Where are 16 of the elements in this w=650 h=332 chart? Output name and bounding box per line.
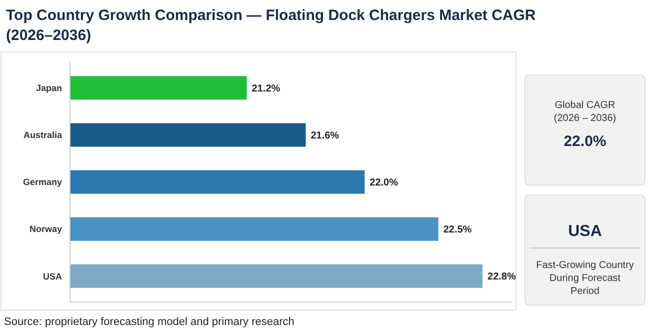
text: 22.0% [564,133,606,150]
source-note: Source: proprietary forecasting model and primary research [4,316,294,328]
y-tick-label: Japan [36,83,62,94]
y-tick-label: Germany [22,177,62,188]
chart-title: Top Country Growth Comparison — Floating Dock Chargers Market CAGR (2026–2036) [6,7,536,44]
data-label: 21.6% [310,130,340,142]
y-tick-label: Norway [29,224,62,234]
data-label: 22.5% [443,224,472,236]
y-tick-label: USA [42,271,62,282]
y-tick-label: Australia [23,130,63,140]
text: Global CAGR (2026 – 2036) [554,100,616,124]
text: USA [568,223,602,240]
data-label: 22.0% [370,178,398,188]
text: Fast-Growing Country During Forecast Period [536,260,634,297]
data-label: 21.2% [252,83,280,94]
data-label: 22.8% [488,272,516,283]
